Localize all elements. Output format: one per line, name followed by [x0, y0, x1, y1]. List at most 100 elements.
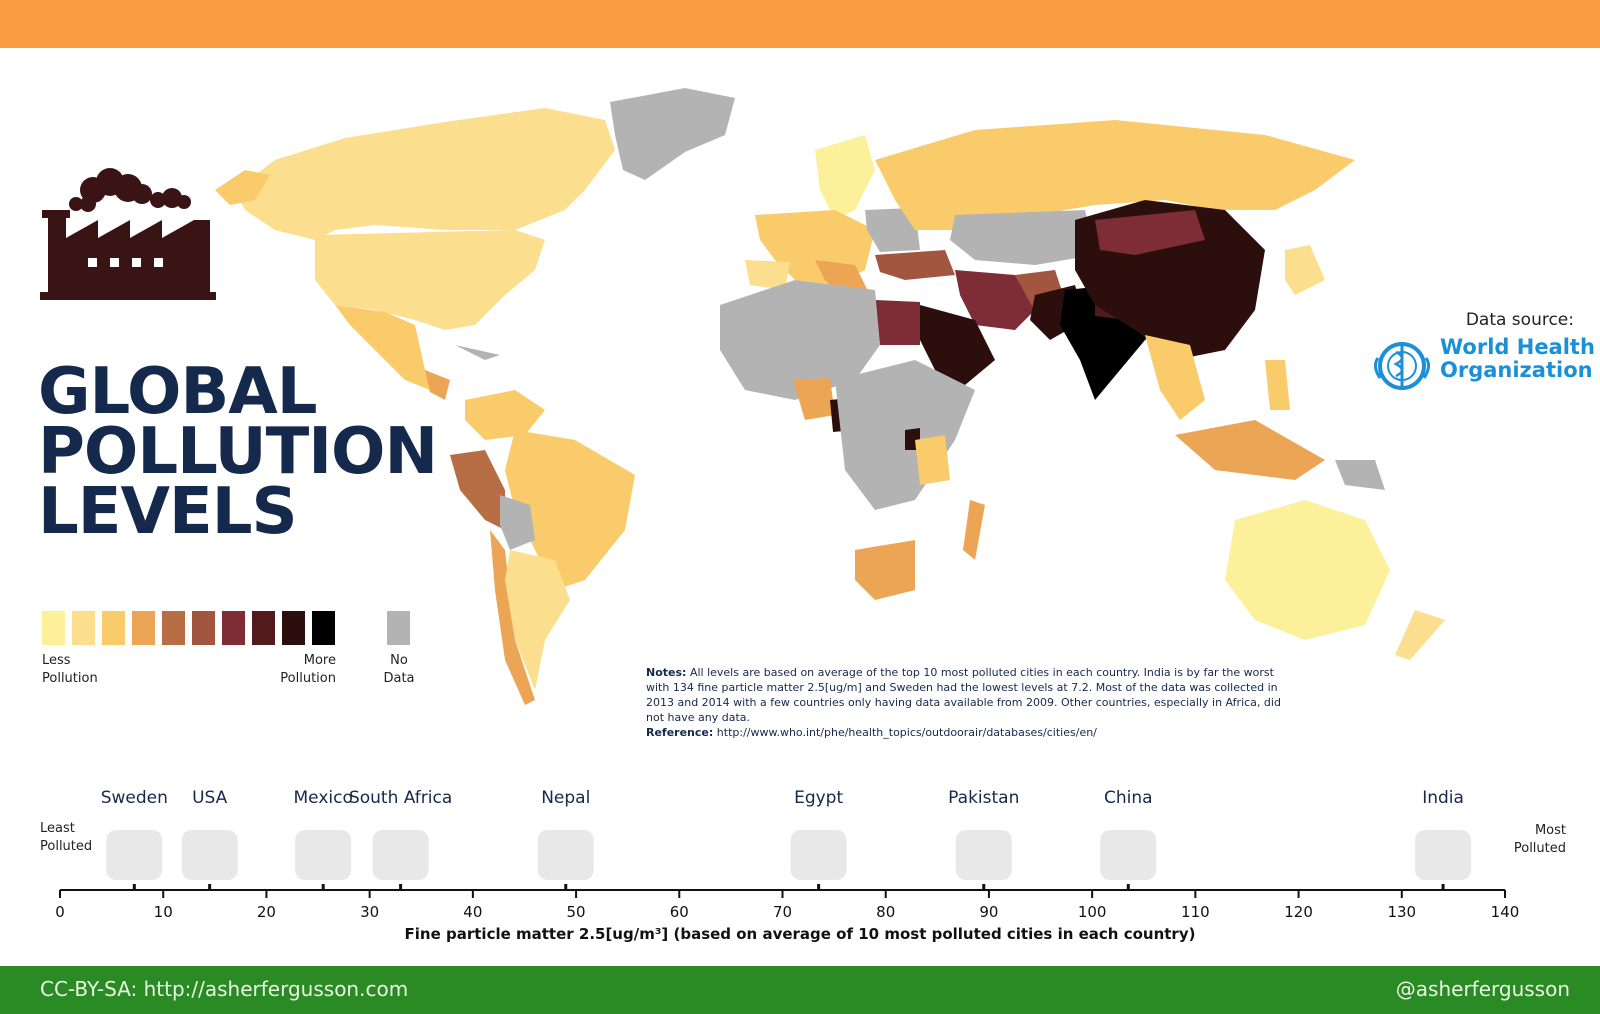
country-flag-egypt [790, 830, 847, 880]
region-italy-balkans [815, 260, 870, 295]
country-label: Sweden [100, 788, 168, 808]
notes-text: Notes: All levels are based on average o… [646, 665, 1296, 725]
least-polluted-label: Least Polluted [40, 821, 93, 854]
legend-swatch-5 [162, 611, 185, 645]
axis-tick-label: 50 [567, 903, 586, 921]
legend-swatch-3 [102, 611, 125, 645]
region-tanzania [915, 435, 950, 485]
region-saudi-arabia [915, 305, 995, 385]
axis-tick-label: 80 [876, 903, 895, 921]
region-mexico [335, 305, 445, 390]
region-central-america [425, 370, 450, 400]
country-flag-usa [181, 830, 238, 880]
country-label: Pakistan [948, 788, 1020, 808]
legend-swatch-nodata [387, 611, 410, 645]
legend-swatch-9 [282, 611, 305, 645]
axis-tick-label: 30 [360, 903, 379, 921]
country-label: India [1422, 788, 1464, 808]
axis-tick-label: 10 [154, 903, 173, 921]
axis-tick-label: 40 [463, 903, 482, 921]
region-turkey [875, 250, 955, 280]
legend-swatch-6 [192, 611, 215, 645]
axis-tick-label: 90 [979, 903, 998, 921]
legend-more-label: More Pollution [280, 653, 336, 686]
title-line-3: LEVELS [38, 475, 298, 549]
region-north-africa [720, 280, 880, 400]
country-flag-mexico [295, 830, 352, 880]
axis-tick-label: 60 [670, 903, 689, 921]
country-flag-pakistan [955, 830, 1012, 880]
license-text[interactable]: CC-BY-SA: http://asherfergusson.com [40, 977, 409, 1001]
notes-body: All levels are based on average of the t… [646, 666, 1281, 724]
country-flag-south-africa [372, 830, 429, 880]
axis-tick-label: 130 [1387, 903, 1416, 921]
reference: Reference: http://www.who.int/phe/health… [646, 726, 1097, 739]
region-ukraine-belarus [865, 208, 920, 252]
region-egypt [875, 300, 920, 345]
country-label: South Africa [348, 788, 453, 808]
legend-swatch-8 [252, 611, 275, 645]
axis-tick-label: 70 [773, 903, 792, 921]
region-venezuela-colombia [465, 390, 545, 440]
who-name: World Health Organization [1440, 335, 1595, 382]
legend-swatch-1 [42, 611, 65, 645]
axis-tick-label: 100 [1078, 903, 1107, 921]
country-flag-india [1415, 830, 1472, 880]
country-label: USA [192, 788, 228, 808]
country-label: China [1103, 788, 1153, 808]
country-flag-nepal [537, 830, 594, 880]
axis-tick-label: 20 [257, 903, 276, 921]
data-source-label: Data source: [1465, 310, 1574, 330]
region-iberia [745, 260, 790, 290]
page-title: GLOBAL POLLUTION LEVELS [38, 355, 438, 549]
reference-label: Reference: [646, 726, 714, 739]
legend-swatch-2 [72, 611, 95, 645]
twitter-handle[interactable]: @asherfergusson [1395, 977, 1570, 1001]
legend-swatch-10 [312, 611, 335, 645]
country-flag-china [1100, 830, 1157, 880]
region-usa [315, 230, 545, 330]
title-line-1: GLOBAL [38, 355, 318, 429]
axis-tick-label: 120 [1284, 903, 1313, 921]
region-nigeria [793, 378, 835, 420]
region-indonesia [1175, 420, 1325, 480]
footer-bar: CC-BY-SA: http://asherfergusson.com @ash… [0, 966, 1600, 1014]
region-south-africa [855, 540, 915, 600]
region-greenland [610, 88, 735, 180]
region-canada [235, 108, 615, 240]
legend-less-label: Less Pollution [42, 653, 98, 686]
axis-tick-label: 140 [1491, 903, 1520, 921]
axis-tick-label: 110 [1181, 903, 1210, 921]
pollution-axis-chart: 0 10 20 30 40 50 60 70 80 90 100 110 120 130 140 [55, 830, 1520, 921]
region-iran [955, 270, 1035, 330]
country-label: Mexico [293, 788, 353, 808]
world-map [215, 88, 1445, 705]
header-bar [0, 0, 1600, 48]
x-axis-label: Fine particle matter 2.5[ug/m³] (based o… [404, 925, 1196, 943]
legend-nodata-label: No Data [383, 653, 415, 686]
axis-tick-label: 0 [55, 903, 65, 921]
reference-link[interactable]: http://www.who.int/phe/health_topics/out… [716, 726, 1097, 739]
region-png [1335, 460, 1385, 490]
region-argentina [505, 550, 570, 690]
region-bolivia [500, 495, 535, 550]
country-label: Nepal [541, 788, 591, 808]
region-cuba [455, 345, 500, 360]
region-peru [450, 450, 505, 530]
factory-icon [40, 168, 216, 300]
region-russia [875, 120, 1355, 230]
region-madagascar [963, 500, 985, 560]
legend-swatch-7 [222, 611, 245, 645]
region-new-zealand [1395, 610, 1445, 660]
title-line-2: POLLUTION [38, 415, 438, 489]
region-southeast-asia [1145, 335, 1205, 420]
region-central-asia [950, 210, 1095, 265]
region-scandinavia [815, 135, 875, 220]
region-mongolia [1095, 210, 1205, 255]
country-flag-sweden [106, 830, 163, 880]
who-emblem-icon [1373, 342, 1431, 390]
country-label: Egypt [794, 788, 844, 808]
region-alaska [215, 170, 270, 205]
region-korea-japan [1285, 245, 1325, 295]
notes-label: Notes: [646, 666, 687, 679]
